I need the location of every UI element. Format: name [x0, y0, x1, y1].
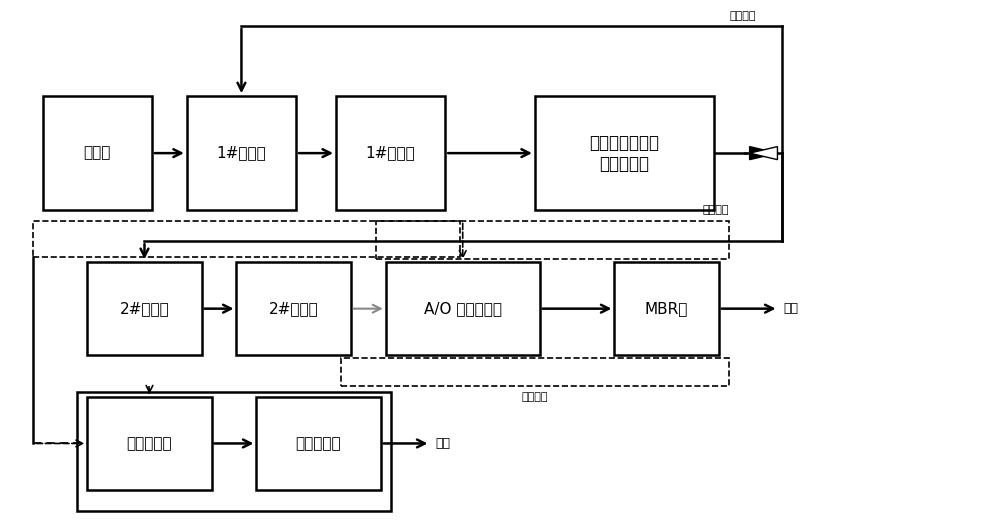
Bar: [256, 397, 381, 490]
Text: 1#调节池: 1#调节池: [217, 146, 266, 161]
Text: 储备池: 储备池: [84, 146, 111, 161]
Text: MBR池: MBR池: [645, 301, 688, 316]
Text: 剩余污泥: 剩余污泥: [522, 391, 548, 401]
Bar: [87, 397, 212, 490]
Text: A/O 生化处理池: A/O 生化处理池: [424, 301, 502, 316]
Text: 2#调节池: 2#调节池: [120, 301, 169, 316]
Text: 污水回流: 污水回流: [729, 11, 756, 21]
Bar: [43, 96, 152, 210]
Bar: [87, 262, 202, 355]
Polygon shape: [750, 147, 777, 160]
Text: 填埋: 填埋: [435, 437, 450, 450]
Bar: [535, 96, 714, 210]
Bar: [376, 221, 729, 259]
Text: 全波段紫外催化
氧化反应器: 全波段紫外催化 氧化反应器: [589, 134, 659, 172]
Bar: [386, 262, 540, 355]
Text: 1#沉淀池: 1#沉淀池: [366, 146, 415, 161]
Bar: [33, 221, 460, 257]
Text: 污泥脱水机: 污泥脱水机: [296, 436, 341, 451]
Bar: [236, 262, 351, 355]
Text: 污泥浓缩池: 污泥浓缩池: [127, 436, 172, 451]
Polygon shape: [750, 147, 777, 160]
Bar: [77, 391, 391, 511]
Text: 污泥回流: 污泥回流: [702, 205, 729, 215]
Bar: [336, 96, 445, 210]
Text: 出水: 出水: [783, 302, 798, 315]
Bar: [341, 358, 729, 386]
Bar: [187, 96, 296, 210]
Text: 2#沉淀池: 2#沉淀池: [269, 301, 319, 316]
Bar: [614, 262, 719, 355]
